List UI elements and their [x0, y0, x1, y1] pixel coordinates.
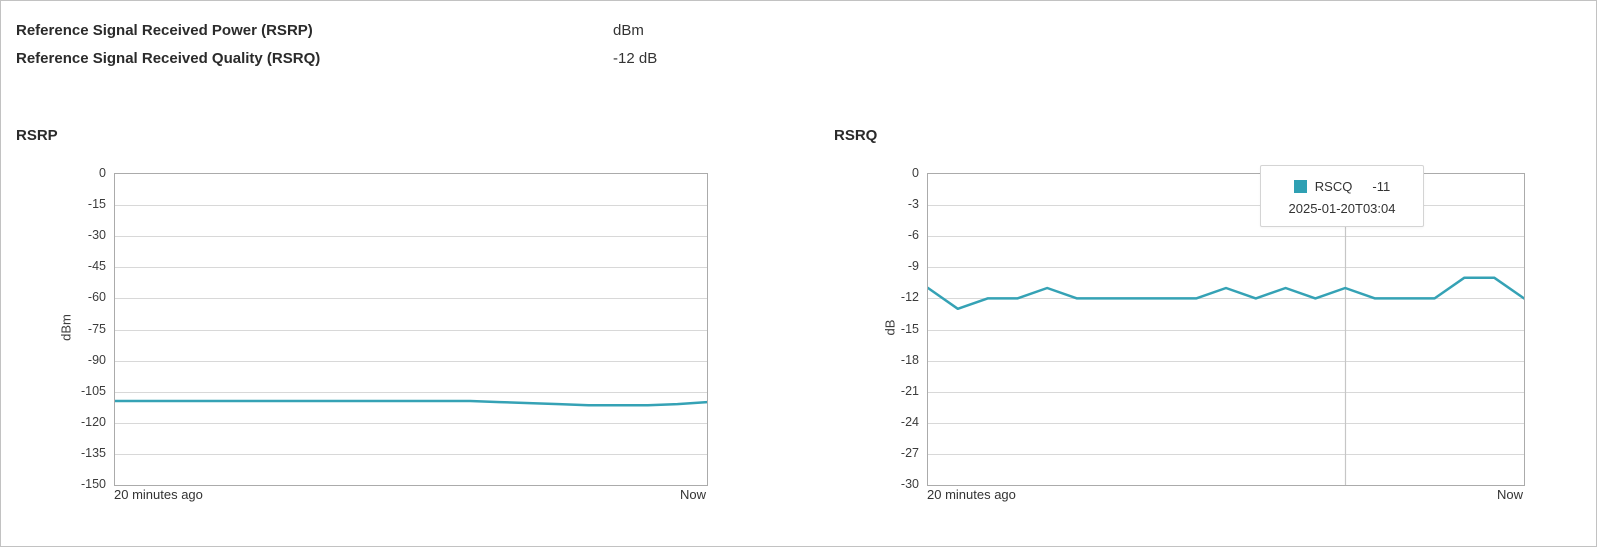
- rsrq-value: -12 dB: [613, 50, 658, 67]
- hover-tooltip: RSCQ -11 2025-01-20T03:04: [1260, 165, 1424, 227]
- tooltip-series-value: -11: [1372, 178, 1391, 194]
- rsrp-series-line: [115, 399, 707, 407]
- y-tick-label: -6: [907, 228, 919, 243]
- y-tick-label: -90: [87, 352, 106, 367]
- y-tick-label: -12: [900, 290, 919, 305]
- y-tick-label: -15: [87, 197, 106, 212]
- summary-row-rsrq: Reference Signal Received Quality (RSRQ)…: [16, 45, 1016, 73]
- signal-summary: Reference Signal Received Power (RSRP) d…: [16, 17, 1016, 73]
- rsrp-plot-svg: [115, 205, 707, 455]
- rsrq-chart: RSRQ dB 20 minutes ago Now RSCQ -11 2025…: [821, 119, 1596, 519]
- y-tick-label: -30: [87, 228, 106, 243]
- y-tick-label: -3: [907, 197, 919, 212]
- rsrp-label: Reference Signal Received Power (RSRP): [16, 22, 313, 39]
- y-tick-label: -24: [900, 414, 919, 429]
- rsrp-x-axis: 20 minutes ago Now: [114, 487, 706, 502]
- series-swatch-icon: [1293, 179, 1307, 193]
- summary-row-rsrp: Reference Signal Received Power (RSRP) d…: [16, 17, 1016, 45]
- x-axis-end-label: Now: [679, 487, 706, 502]
- rsrq-label: Reference Signal Received Quality (RSRQ): [16, 50, 321, 67]
- y-tick-label: -135: [80, 445, 106, 460]
- y-tick-label: -30: [900, 477, 919, 491]
- rsrq-plot-svg: [928, 174, 1524, 485]
- tooltip-timestamp: 2025-01-20T03:04: [1288, 201, 1396, 216]
- y-tick-label: -15: [900, 321, 919, 336]
- y-tick-label: -150: [80, 477, 106, 491]
- rsrp-value: dBm: [613, 22, 644, 39]
- y-tick-label: -9: [907, 259, 919, 274]
- rsrp-chart: RSRP dBm 20 minutes ago Now 0 -15 -30 -45 -6…: [1, 119, 781, 519]
- y-tick-label: -18: [900, 352, 919, 367]
- y-tick-label: -120: [80, 414, 106, 429]
- y-tick-label: 0: [99, 166, 106, 180]
- x-axis-end-label: Now: [1496, 487, 1523, 502]
- y-tick-label: -60: [87, 290, 106, 305]
- y-tick-label: -21: [900, 383, 919, 398]
- y-tick-label: -27: [900, 445, 919, 460]
- rsrq-plot-area[interactable]: [927, 173, 1525, 486]
- rsrq-chart-title: RSRQ: [834, 127, 878, 144]
- tooltip-series-name: RSCQ: [1314, 178, 1353, 194]
- tooltip-series-row: RSCQ -11: [1261, 177, 1423, 195]
- rsrp-plot-area[interactable]: [114, 173, 708, 486]
- y-tick-label: -45: [87, 259, 106, 274]
- x-axis-start-label: 20 minutes ago: [114, 487, 203, 502]
- rsrq-x-axis: 20 minutes ago Now: [927, 487, 1523, 502]
- y-tick-label: -75: [87, 321, 106, 336]
- rsrp-chart-title: RSRP: [16, 127, 58, 144]
- y-tick-label: 0: [912, 166, 919, 180]
- x-axis-start-label: 20 minutes ago: [927, 487, 1016, 502]
- rscq-series-line: [928, 276, 1524, 311]
- y-tick-label: -105: [80, 383, 106, 398]
